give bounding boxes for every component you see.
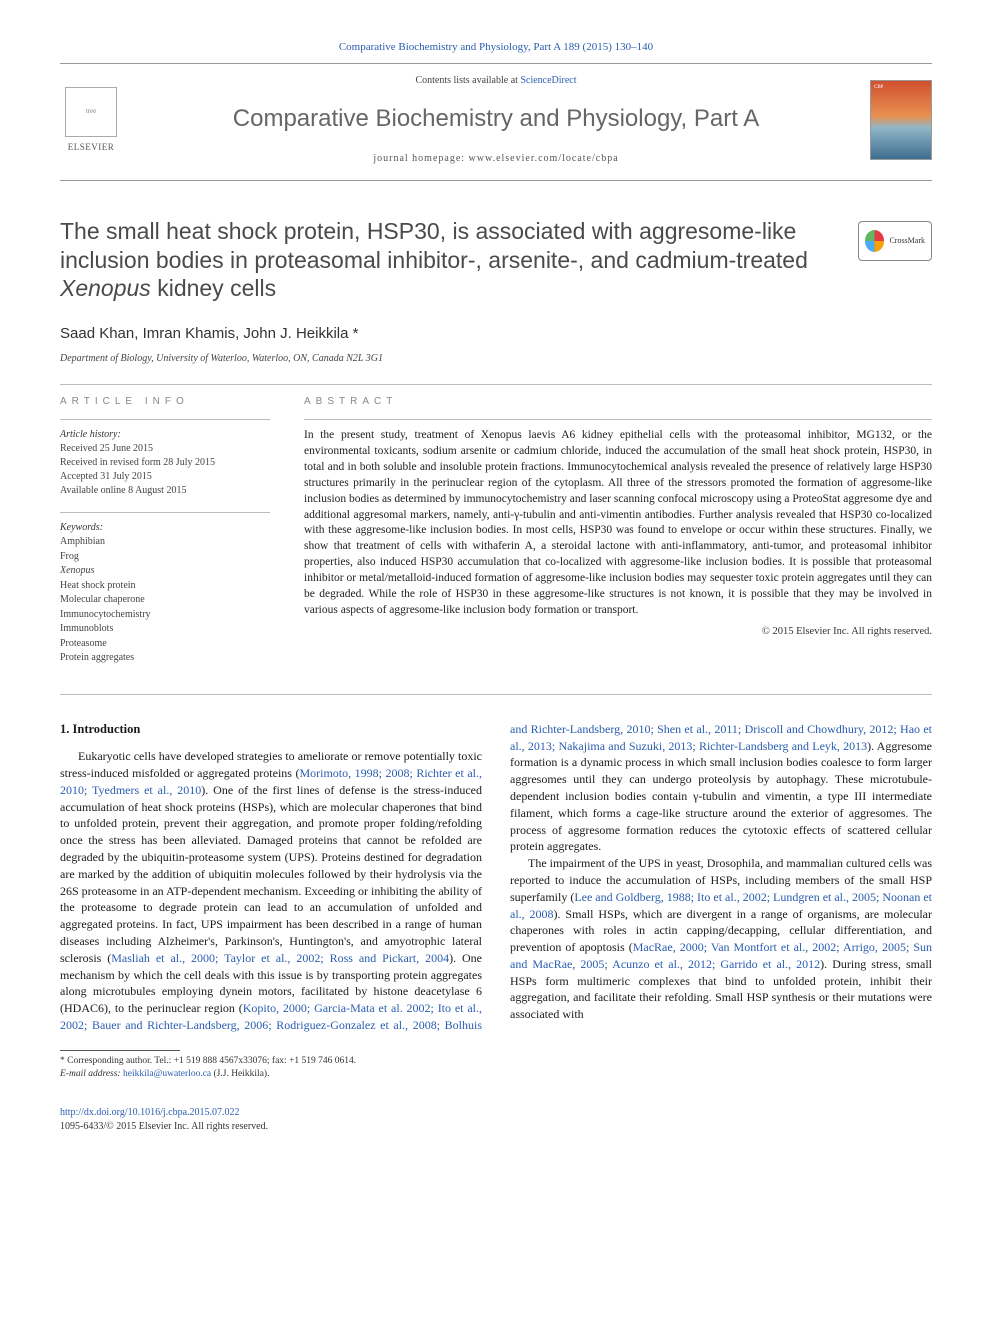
keyword: Immunocytochemistry <box>60 608 270 623</box>
divider <box>60 512 270 513</box>
affiliation: Department of Biology, University of Wat… <box>60 352 932 366</box>
contents-line: Contents lists available at ScienceDirec… <box>136 74 856 88</box>
keywords-label: Keywords: <box>60 521 270 535</box>
divider <box>60 384 932 385</box>
history-accepted: Accepted 31 July 2015 <box>60 470 270 484</box>
abstract-column: abstract In the present study, treatment… <box>304 395 932 680</box>
corresponding-author: * Corresponding author. Tel.: +1 519 888… <box>60 1055 932 1068</box>
crossmark-label: CrossMark <box>889 235 925 246</box>
journal-name: Comparative Biochemistry and Physiology,… <box>136 102 856 136</box>
article-info-column: article info Article history: Received 2… <box>60 395 270 680</box>
email-suffix: (J.J. Heikkila). <box>211 1069 269 1079</box>
keyword: Proteasome <box>60 637 270 652</box>
divider <box>304 419 932 420</box>
footnote-divider <box>60 1050 180 1051</box>
contents-prefix: Contents lists available at <box>415 75 520 86</box>
keyword: Protein aggregates <box>60 651 270 666</box>
divider <box>60 694 932 695</box>
body-two-column: 1. Introduction Eukaryotic cells have de… <box>60 721 932 1034</box>
history-revised: Received in revised form 28 July 2015 <box>60 456 270 470</box>
keyword: Amphibian <box>60 535 270 550</box>
section-heading: 1. Introduction <box>60 721 482 739</box>
doi-block: http://dx.doi.org/10.1016/j.cbpa.2015.07… <box>60 1106 932 1133</box>
homepage-prefix: journal homepage: <box>373 153 468 164</box>
journal-header: tree ELSEVIER Contents lists available a… <box>60 63 932 181</box>
doi-link[interactable]: http://dx.doi.org/10.1016/j.cbpa.2015.07… <box>60 1107 240 1118</box>
header-center: Contents lists available at ScienceDirec… <box>136 74 856 166</box>
elsevier-logo: tree ELSEVIER <box>60 84 122 156</box>
crossmark-icon <box>865 230 884 252</box>
keyword: Immunoblots <box>60 622 270 637</box>
divider <box>60 419 270 420</box>
keyword: Molecular chaperone <box>60 593 270 608</box>
email-line: E-mail address: heikkila@uwaterloo.ca (J… <box>60 1068 932 1081</box>
journal-cover-thumbnail: CBP <box>870 80 932 160</box>
history-label: Article history: <box>60 428 270 442</box>
keyword: Xenopus <box>60 564 270 579</box>
crossmark-badge[interactable]: CrossMark <box>858 221 932 261</box>
title-post: kidney cells <box>151 275 276 301</box>
copyright-line: © 2015 Elsevier Inc. All rights reserved… <box>304 625 932 640</box>
title-italic: Xenopus <box>60 275 151 301</box>
intro-paragraph: The impairment of the UPS in yeast, Dros… <box>510 855 932 1023</box>
article-info-heading: article info <box>60 395 270 409</box>
email-link[interactable]: heikkila@uwaterloo.ca <box>123 1069 211 1079</box>
email-label: E-mail address: <box>60 1069 123 1079</box>
keywords-block: Keywords: Amphibian Frog Xenopus Heat sh… <box>60 521 270 666</box>
keyword: Heat shock protein <box>60 579 270 594</box>
citation-ref[interactable]: Masliah et al., 2000; Taylor et al., 200… <box>111 951 449 965</box>
footnotes: * Corresponding author. Tel.: +1 519 888… <box>60 1055 932 1081</box>
history-online: Available online 8 August 2015 <box>60 484 270 498</box>
article-history: Article history: Received 25 June 2015 R… <box>60 428 270 498</box>
abstract-heading: abstract <box>304 395 932 409</box>
homepage-url[interactable]: www.elsevier.com/locate/cbpa <box>469 153 619 164</box>
citation-link[interactable]: Comparative Biochemistry and Physiology,… <box>339 41 653 53</box>
body-text: ). Aggresome formation is a dynamic proc… <box>510 739 932 854</box>
article-title: The small heat shock protein, HSP30, is … <box>60 217 842 303</box>
issn-copyright: 1095-6433/© 2015 Elsevier Inc. All right… <box>60 1121 268 1132</box>
keyword: Frog <box>60 550 270 565</box>
elsevier-tree-icon: tree <box>65 87 117 137</box>
sciencedirect-link[interactable]: ScienceDirect <box>520 75 576 86</box>
citation-line: Comparative Biochemistry and Physiology,… <box>60 40 932 55</box>
body-text: ). One of the first lines of defense is … <box>60 783 482 965</box>
history-received: Received 25 June 2015 <box>60 442 270 456</box>
abstract-text: In the present study, treatment of Xenop… <box>304 428 932 618</box>
title-pre: The small heat shock protein, HSP30, is … <box>60 218 808 273</box>
homepage-line: journal homepage: www.elsevier.com/locat… <box>136 152 856 166</box>
publisher-name: ELSEVIER <box>68 141 115 154</box>
authors: Saad Khan, Imran Khamis, John J. Heikkil… <box>60 323 932 344</box>
